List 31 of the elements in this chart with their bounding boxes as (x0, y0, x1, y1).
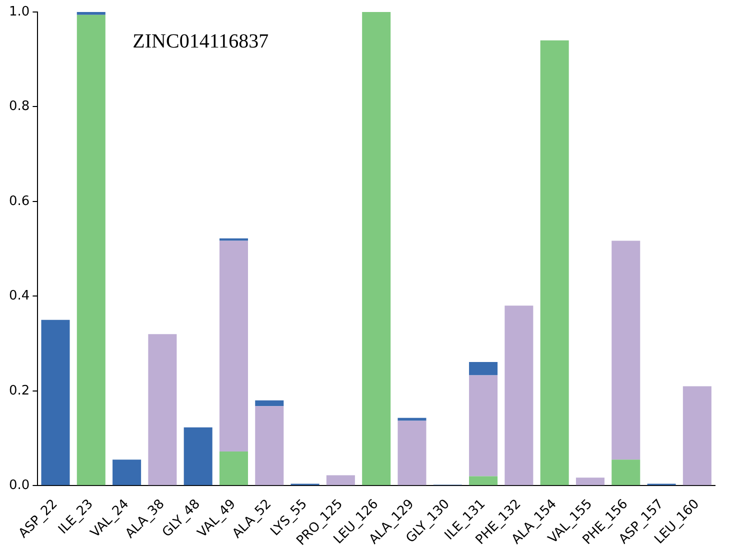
bar (469, 476, 498, 486)
y-tick-label: 1.0 (8, 4, 30, 20)
bar (219, 238, 248, 241)
bar (612, 460, 640, 486)
y-tick-label: 0.4 (8, 288, 30, 304)
y-tick-label: 0.2 (8, 383, 30, 398)
bar (398, 420, 426, 486)
bar (76, 12, 106, 15)
bar (469, 362, 498, 376)
bar (219, 240, 248, 452)
bar (255, 400, 284, 406)
y-tick-label: 0.6 (8, 194, 30, 209)
y-tick-label: 0.8 (8, 99, 30, 114)
bar (148, 334, 177, 486)
bar (184, 427, 212, 486)
bar (112, 460, 142, 486)
bar (540, 40, 569, 486)
bar (219, 452, 248, 486)
y-tick-label: 0.0 (8, 478, 30, 494)
bar (682, 386, 712, 486)
bar (255, 406, 284, 486)
bar (469, 375, 498, 476)
bar (576, 478, 604, 486)
annotation: ZINC014116837 (132, 30, 269, 52)
bar (76, 14, 106, 486)
bar (398, 418, 426, 421)
bar (612, 240, 640, 460)
bar (41, 320, 70, 486)
bar (504, 306, 534, 486)
bar (326, 475, 355, 486)
bar (362, 12, 391, 486)
